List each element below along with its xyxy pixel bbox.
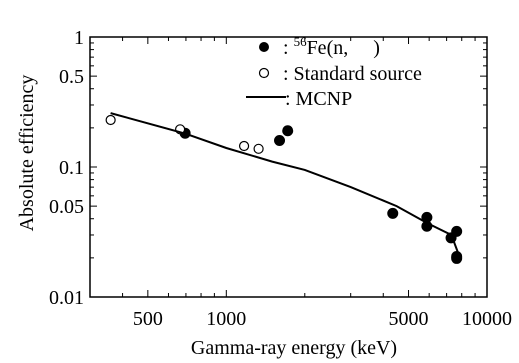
data-series bbox=[105, 112, 463, 264]
y-tick-label: 0.05 bbox=[49, 196, 84, 218]
legend-label-fe: : 56Fe(n, ) bbox=[283, 34, 380, 59]
x-tick-label: 5000 bbox=[389, 308, 429, 330]
legend-label-standard: : Standard source bbox=[283, 63, 422, 85]
legend-marker-standard bbox=[258, 67, 270, 79]
x-tick-labels: 500 1000 5000 10000 bbox=[133, 308, 512, 330]
data-point-fe bbox=[451, 225, 463, 237]
y-tick-label: 1 bbox=[74, 27, 84, 49]
data-point-fe bbox=[451, 252, 463, 264]
legend-label-fe-colon: : bbox=[283, 37, 294, 59]
legend-label-fe-text: Fe(n, ) bbox=[307, 37, 380, 59]
legend-marker-fe bbox=[259, 42, 269, 52]
data-point-standard bbox=[105, 114, 116, 126]
data-point-fe bbox=[282, 125, 294, 137]
x-tick-label: 10000 bbox=[462, 308, 512, 330]
x-axis-title: Gamma-ray energy (keV) bbox=[191, 337, 397, 359]
data-point-standard bbox=[238, 140, 250, 152]
series-line-mcnp bbox=[110, 112, 460, 256]
y-tick-labels: 0.01 0.05 0.1 0.5 1 bbox=[49, 27, 84, 309]
data-point-standard bbox=[253, 143, 264, 154]
legend-label-mcnp: : MCNP bbox=[285, 88, 352, 110]
x-tick-label: 500 bbox=[133, 308, 163, 330]
y-tick-label: 0.01 bbox=[49, 287, 84, 309]
data-point-fe bbox=[387, 207, 399, 219]
x-tick-label: 1000 bbox=[206, 308, 246, 330]
legend: : 56Fe(n, ) : Standard source : MCNP bbox=[246, 34, 422, 110]
legend-label-fe-sup: 56 bbox=[294, 34, 308, 49]
data-point-fe bbox=[274, 134, 286, 146]
y-tick-label: 0.1 bbox=[59, 157, 84, 179]
y-tick-label: 0.5 bbox=[59, 66, 84, 88]
axis-ticks bbox=[89, 36, 488, 298]
y-axis-title: Absolute efficiency bbox=[16, 75, 38, 232]
